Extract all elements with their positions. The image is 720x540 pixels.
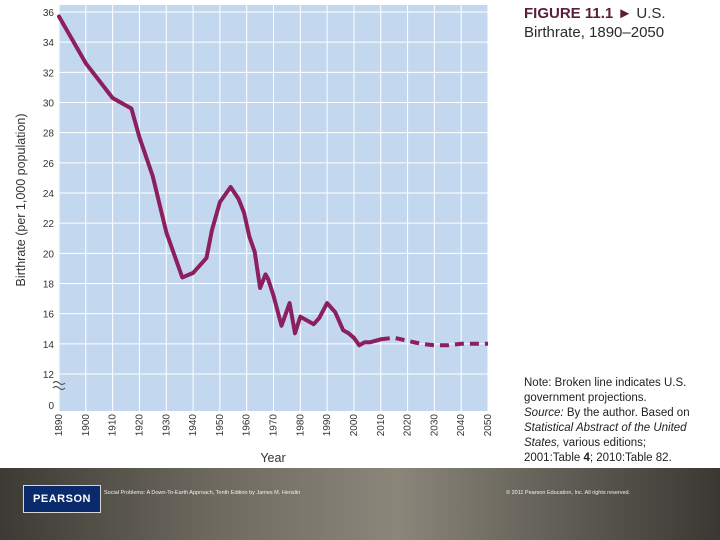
y-tick-label: 22 [43,219,55,230]
series-line-projected [380,335,488,348]
x-tick-label: 2050 [483,414,494,437]
x-tick-label: 2010 [376,414,387,437]
y-tick-label: 20 [43,249,55,260]
gridlines [58,5,489,411]
tables-a: 2001:Table [524,452,584,464]
series-group [57,14,488,348]
source-italic2: States, [524,437,560,449]
x-tick-label: 1970 [269,414,280,437]
y-tick-label: 26 [43,159,55,170]
note-line2: government projections. [524,392,647,404]
footer-bar [0,468,720,540]
figure-number: FIGURE 11.1 [524,5,614,22]
x-tick-label: 1990 [322,414,333,437]
y-axis-label: Birthrate (per 1,000 population) [14,113,28,286]
x-tick-label: 1900 [81,414,92,437]
y-tick-label: 12 [43,370,55,381]
y-tick-label: 34 [43,38,55,49]
x-tick-labels: 1890 1900 1910 1920 1930 1940 1950 1960 1970 1980… [54,414,494,437]
y-tick-label: 16 [43,310,55,321]
x-tick-label: 1920 [134,414,145,437]
source-italic1: Statistical Abstract of the United [524,422,687,434]
note-line1: Note: Broken line indicates U.S. [524,377,687,389]
x-tick-label: 1960 [242,414,253,437]
series-line-actual [57,14,383,348]
x-tick-label: 2000 [349,414,360,437]
x-tick-label: 1890 [54,414,65,437]
y-tick-label: 24 [43,189,55,200]
arrow-icon: ► [617,5,633,22]
y-tick-label: 18 [43,280,55,291]
footer-left-text: Social Problems: A Down-To-Earth Approac… [104,490,301,496]
y-tick-label: 36 [43,8,55,19]
tables-c: ; 2010:Table 82. [589,452,672,464]
source-label: Source: [524,407,564,419]
figure-title-line2: Birthrate, 1890–2050 [524,24,665,41]
tables-b: 4 [583,452,590,464]
y-tick-label: 32 [43,68,55,79]
x-axis-label: Year [260,451,285,465]
pearson-logo[interactable]: PEARSON [23,485,101,513]
x-tick-label: 1940 [188,414,199,437]
x-tick-label: 1930 [161,414,172,437]
y-zero-label: 0 [48,401,54,412]
figure-title-line1: U.S. [636,5,666,22]
figure-title: FIGURE 11.1 ► U.S. Birthrate, 1890–2050 [524,4,714,42]
x-tick-label: 2030 [429,414,440,437]
axis-break-icon [52,380,66,391]
x-tick-label: 1910 [108,414,119,437]
y-tick-label: 28 [43,129,55,140]
figure-note: Note: Broken line indicates U.S. governm… [524,376,716,466]
source-text2: various editions; [563,437,647,449]
y-tick-labels: 12 14 16 18 20 22 24 26 28 30 32 34 36 [43,8,55,381]
x-tick-label: 2020 [403,414,414,437]
x-tick-label: 1950 [215,414,226,437]
x-tick-label: 2040 [456,414,467,437]
x-tick-label: 1980 [295,414,306,437]
y-tick-label: 30 [43,99,55,110]
source-text: By the author. Based on [566,407,690,419]
y-tick-label: 14 [43,340,55,351]
footer-right-text: © 2011 Pearson Education, Inc. All right… [506,490,631,496]
